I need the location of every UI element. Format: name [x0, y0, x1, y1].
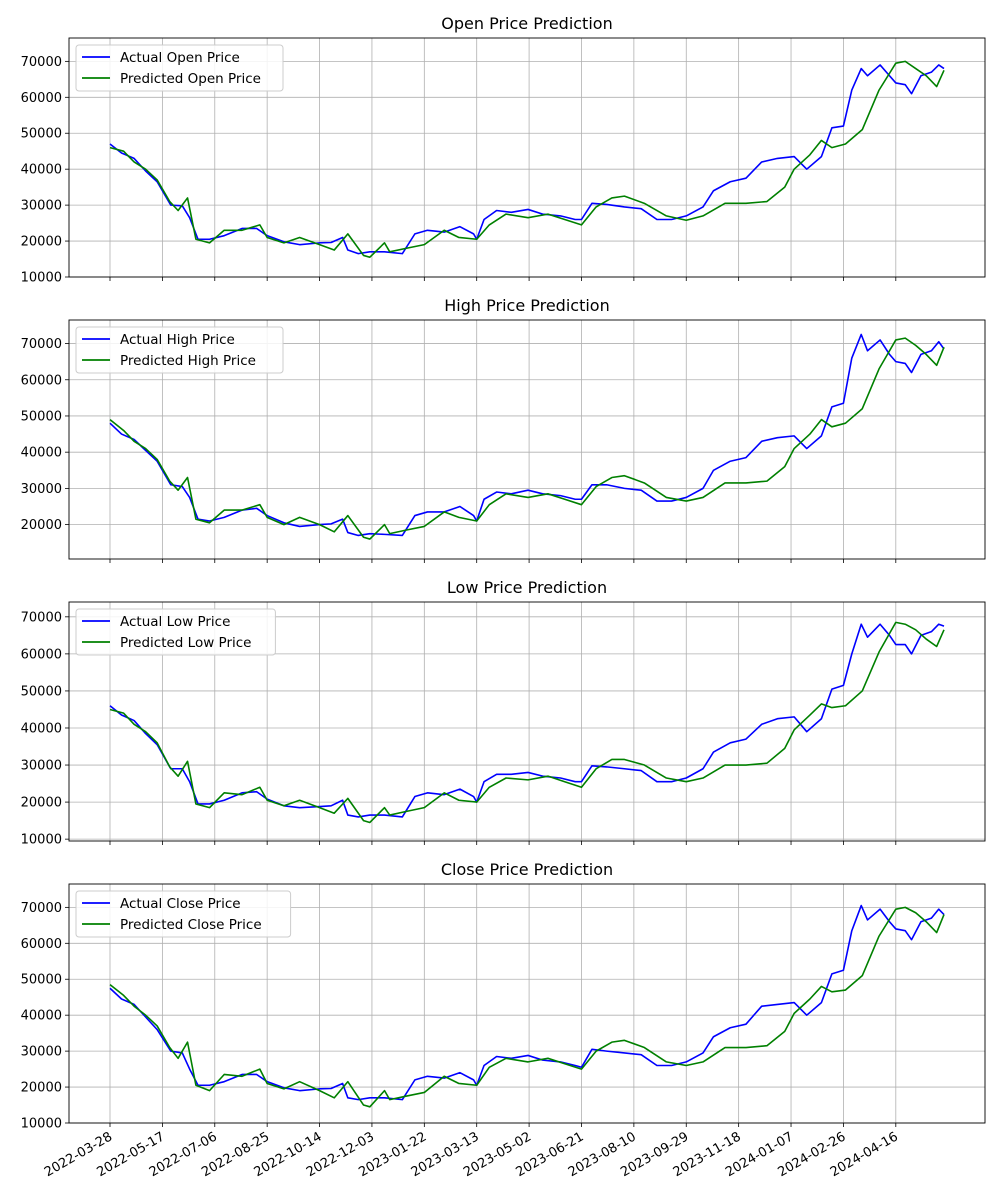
chart-title: Open Price Prediction	[441, 14, 612, 33]
y-tick-label: 40000	[21, 163, 62, 178]
y-tick-label: 70000	[21, 901, 62, 916]
legend: Actual Close Price Predicted Close Price	[75, 890, 292, 938]
y-tick-label: 20000	[21, 796, 62, 811]
y-tick-label: 40000	[21, 446, 62, 461]
chart-title: Close Price Prediction	[441, 860, 613, 879]
legend: Actual Low Price Predicted Low Price	[75, 608, 276, 656]
predicted-series-line	[109, 60, 945, 259]
axes-frame	[68, 601, 986, 842]
legend: Actual Open Price Predicted Open Price	[75, 44, 284, 92]
predicted-series-line	[109, 621, 945, 824]
chart-panel-3: Low Price Prediction 10000 20000 30000 40000…	[21, 578, 986, 848]
legend-box	[75, 44, 284, 92]
axes-frame	[68, 883, 986, 1124]
predicted-series-line	[109, 337, 945, 540]
y-tick-label: 30000	[21, 482, 62, 497]
y-tick-label: 70000	[21, 55, 62, 70]
y-tick-label: 70000	[21, 337, 62, 352]
legend-label: Predicted High Price	[120, 353, 256, 369]
y-tick-label: 20000	[21, 235, 62, 250]
y-tick-label: 10000	[21, 833, 62, 848]
legend-label: Actual Close Price	[120, 896, 241, 912]
legend-label: Actual Open Price	[120, 50, 240, 66]
y-tick-label: 10000	[21, 1117, 62, 1132]
legend: Actual High Price Predicted High Price	[75, 326, 284, 374]
y-tick-label: 50000	[21, 127, 62, 142]
chart-panel-1: Open Price Prediction 10000 20000 30000 4000…	[21, 14, 986, 286]
y-tick-label: 30000	[21, 199, 62, 214]
legend-box	[75, 326, 284, 374]
legend-label: Predicted Open Price	[120, 71, 261, 87]
y-tick-label: 60000	[21, 91, 62, 106]
y-tick-label: 30000	[21, 1045, 62, 1060]
legend-box	[75, 890, 292, 938]
y-tick-label: 40000	[21, 1009, 62, 1024]
y-tick-label: 30000	[21, 759, 62, 774]
legend-label: Predicted Close Price	[120, 917, 262, 933]
chart-panel-2: High Price Prediction 20000 30000 40000 5000…	[21, 296, 986, 563]
y-tick-label: 50000	[21, 684, 62, 699]
y-tick-label: 70000	[21, 610, 62, 625]
legend-label: Actual Low Price	[120, 614, 230, 630]
y-tick-label: 20000	[21, 518, 62, 533]
y-tick-label: 50000	[21, 973, 62, 988]
y-tick-label: 40000	[21, 721, 62, 736]
predicted-series-line	[109, 906, 945, 1108]
axes-frame	[68, 37, 986, 278]
actual-series-line	[109, 64, 945, 255]
y-tick-label: 60000	[21, 373, 62, 388]
legend-label: Predicted Low Price	[120, 635, 251, 651]
legend-label: Actual High Price	[120, 332, 235, 348]
chart-title: Low Price Prediction	[447, 578, 607, 597]
y-tick-label: 50000	[21, 409, 62, 424]
axes-frame	[68, 319, 986, 560]
chart-title: High Price Prediction	[444, 296, 609, 315]
y-tick-label: 60000	[21, 647, 62, 662]
actual-series-line	[109, 623, 945, 818]
y-tick-label: 10000	[21, 271, 62, 286]
chart-panel-4: Close Price Prediction 10000 20000 30000 400…	[21, 860, 986, 1180]
y-tick-label: 20000	[21, 1081, 62, 1096]
legend-box	[75, 608, 276, 656]
y-tick-label: 60000	[21, 937, 62, 952]
